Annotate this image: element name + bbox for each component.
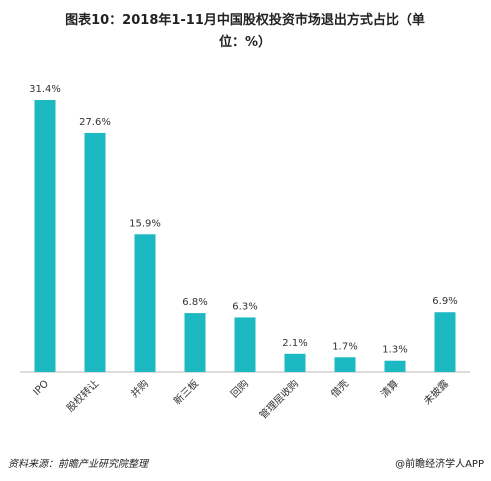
x-tick-label: 并购 [128, 377, 151, 400]
bar [134, 234, 156, 372]
value-label: 2.1% [282, 338, 307, 349]
bar [284, 353, 306, 372]
value-label: 15.9% [129, 218, 161, 229]
x-tick-label: 新三板 [171, 377, 201, 407]
x-tick-label: 清算 [378, 377, 401, 400]
bar [384, 360, 406, 372]
credit: @前瞻经济学人APP [395, 457, 484, 470]
bar [434, 312, 456, 372]
source-note: 资料来源：前瞻产业研究院整理 [8, 458, 150, 470]
chart-title-line2: 位：%） [219, 34, 271, 50]
chart-title: 图表10：2018年1-11月中国股权投资市场退出方式占比（单 [65, 12, 425, 28]
x-tick-label: 未披露 [421, 377, 451, 407]
value-label: 31.4% [29, 84, 61, 95]
value-label: 27.6% [79, 117, 111, 128]
value-label: 1.3% [382, 345, 407, 356]
bar [334, 357, 356, 372]
bar [184, 313, 206, 372]
value-label: 6.3% [232, 301, 257, 312]
x-tick-label: 管理层收购 [257, 377, 302, 422]
x-tick-label: 回购 [228, 377, 251, 400]
value-label: 6.8% [182, 297, 207, 308]
x-tick-label: 借壳 [328, 377, 351, 400]
x-tick-label: IPO [31, 378, 51, 398]
bar [34, 100, 56, 372]
value-label: 1.7% [332, 341, 357, 352]
bar [234, 317, 256, 372]
x-tick-label: 股权转让 [64, 377, 101, 414]
value-label: 6.9% [432, 296, 457, 307]
bar [84, 132, 106, 372]
